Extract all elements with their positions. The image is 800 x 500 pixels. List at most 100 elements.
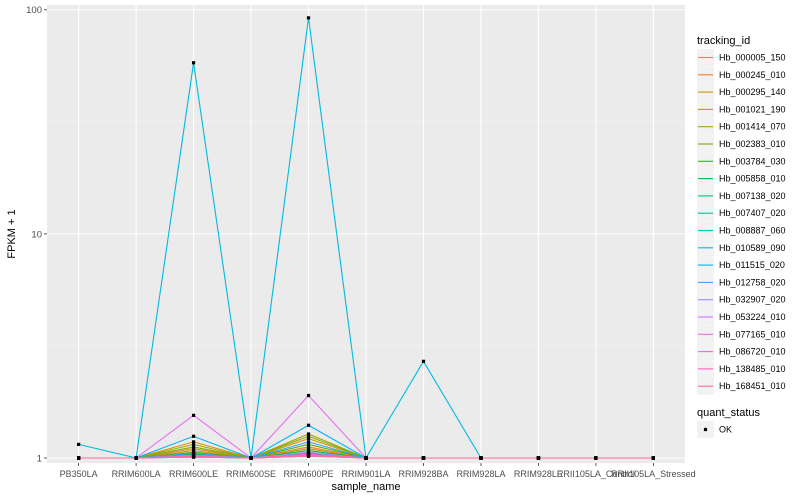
legend-item: Hb_053224_010 [697, 308, 786, 326]
legend-item: Hb_010589_090 [697, 239, 786, 257]
legend-label: Hb_002383_010 [719, 139, 786, 149]
legend-item: Hb_138485_010 [697, 360, 786, 378]
x-tick-label: RRIM600LE [169, 469, 218, 479]
legend-item: Hb_168451_010 [697, 377, 786, 395]
data-point [134, 456, 138, 460]
legend-label: Hb_000295_140 [719, 87, 786, 97]
data-point [249, 456, 253, 460]
legend-label: Hb_000245_010 [719, 70, 786, 80]
x-tick-label: RRIM600LA [112, 469, 161, 479]
legend-item: Hb_012758_020 [697, 273, 786, 291]
legend-label: Hb_010589_090 [719, 243, 786, 253]
data-point [191, 442, 196, 446]
legend-label: Hb_007138_020 [719, 191, 786, 201]
legend-label: Hb_086720_010 [719, 347, 786, 357]
shape-legend-items: OK [697, 421, 732, 438]
legend-label: Hb_011515_020 [719, 260, 785, 270]
x-tick-label: RRIM928BA [398, 469, 448, 479]
x-tick-label: RRIM600PE [284, 469, 334, 479]
legend-item: Hb_007138_020 [697, 187, 786, 205]
legend-item: Hb_086720_010 [697, 343, 786, 361]
legend-label: Hb_138485_010 [719, 364, 786, 374]
legend-item: Hb_001414_070 [697, 118, 786, 136]
data-point [306, 440, 311, 444]
data-point [306, 452, 311, 456]
data-point [306, 454, 311, 458]
legend-label: Hb_012758_020 [719, 277, 786, 287]
legend-item: Hb_000005_150 [697, 49, 786, 66]
y-axis: 1 10 100 [26, 5, 47, 465]
legend-label: Hb_007407_020 [719, 208, 786, 218]
legend-item: Hb_077165_010 [697, 325, 786, 343]
data-point [306, 450, 311, 454]
data-point [191, 434, 196, 438]
x-tick-label: RRII105LA_Control [557, 469, 635, 479]
data-point [191, 61, 196, 65]
legend-item: Hb_011515_020 [697, 256, 785, 274]
legend-item: Hb_007407_020 [697, 204, 786, 222]
data-point [306, 423, 311, 427]
legend-label: Hb_168451_010 [719, 381, 786, 391]
legend-label: Hb_032907_020 [719, 295, 786, 305]
legend-label: Hb_077165_010 [719, 329, 786, 339]
data-point [536, 456, 541, 460]
legend-label: Hb_008887_060 [719, 226, 786, 236]
y-tick-label: 10 [31, 229, 42, 240]
data-point [421, 359, 426, 363]
shape-legend-title: quant_status [697, 407, 760, 419]
x-tick-label: RRIM928LE [514, 469, 563, 479]
data-point [479, 456, 483, 460]
data-point [306, 445, 311, 449]
legend-label: Hb_003784_030 [719, 156, 786, 166]
legend-items: Hb_000005_150 Hb_000245_010 Hb_000295_140 H… [697, 49, 786, 395]
legend-item: Hb_005858_010 [697, 170, 786, 188]
data-point [191, 440, 196, 444]
data-point [364, 456, 368, 460]
shape-legend-label: OK [719, 425, 732, 435]
y-tick-label: 100 [26, 5, 42, 16]
x-tick-label: PB350LA [60, 469, 98, 479]
legend-item: Hb_032907_020 [697, 291, 786, 309]
shape-legend-swatch [703, 427, 708, 432]
legend-item: Hb_001021_190 [697, 100, 786, 118]
data-point [191, 447, 196, 451]
data-point [191, 451, 196, 455]
legend-label: Hb_000005_150 [719, 53, 786, 63]
data-point [421, 456, 426, 460]
data-point [306, 447, 311, 451]
legend-label: Hb_001414_070 [719, 122, 786, 132]
data-point [191, 455, 196, 459]
data-point [306, 393, 311, 398]
data-point [306, 442, 311, 446]
legend-label: Hb_001021_190 [719, 104, 786, 114]
data-point [306, 16, 311, 20]
legend-label: Hb_053224_010 [719, 312, 786, 322]
x-tick-label: RRIM600SE [226, 469, 276, 479]
series-points [77, 16, 655, 460]
y-tick-label: 1 [37, 454, 42, 465]
data-point [306, 437, 311, 441]
data-point [191, 448, 196, 453]
x-tick-label: RRIM928LA [456, 469, 505, 479]
data-point [306, 448, 311, 453]
legend-label: Hb_005858_010 [719, 174, 786, 184]
x-axis-title: sample_name [331, 481, 400, 493]
legend: tracking_id Hb_000005_150Hb_000245_010Hb… [697, 35, 786, 438]
x-tick-label: RRII105LA_Stressed [611, 469, 696, 479]
data-point [191, 413, 196, 417]
legend-item: Hb_000245_010 [697, 66, 786, 84]
legend-title: tracking_id [697, 35, 750, 47]
data-point [651, 456, 655, 460]
data-point [191, 445, 196, 449]
legend-item: Hb_008887_060 [697, 222, 786, 239]
legend-item: Hb_002383_010 [697, 135, 786, 153]
legend-item: Hb_000295_140 [697, 83, 786, 101]
x-axis: PB350LA RRIM600LA RRIM600LE RRIM600SE RRIM60… [60, 463, 696, 479]
data-point [77, 456, 81, 460]
legend-item: Hb_003784_030 [697, 152, 786, 170]
data-point [77, 442, 81, 446]
shape-legend-item: OK [697, 421, 732, 438]
data-point [306, 432, 311, 436]
data-point [594, 456, 598, 460]
